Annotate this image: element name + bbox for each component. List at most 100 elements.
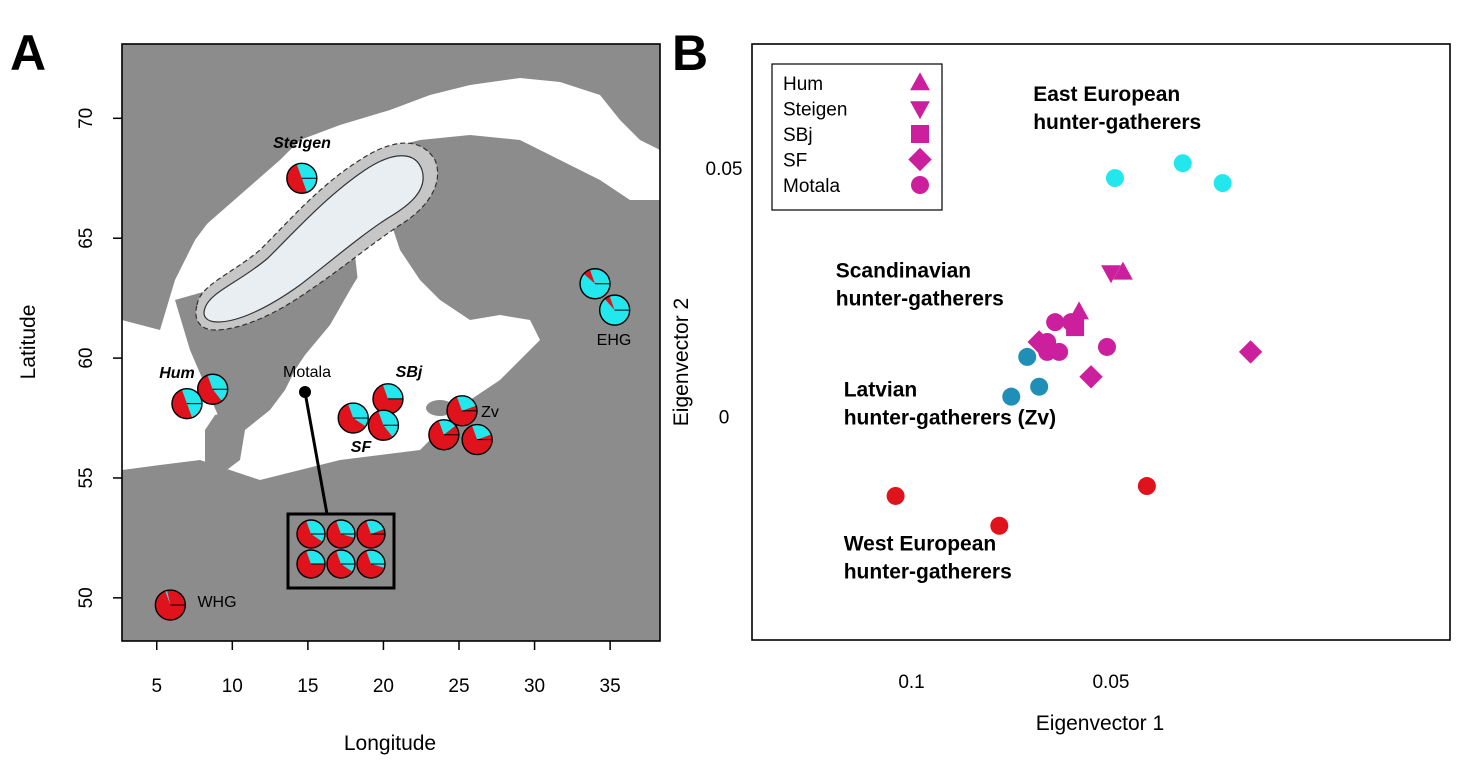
pca-point-whg-circle (886, 486, 905, 505)
pca-point-latvian-circle (1030, 377, 1049, 396)
map-pie (286, 162, 318, 194)
label-steigen: Steigen (273, 135, 331, 152)
inset-pie (296, 549, 326, 579)
pca-ytick-label: 0.05 (706, 159, 743, 180)
map-xtick-label: 5 (151, 676, 162, 697)
map-ytick-label: 55 (76, 467, 97, 488)
pca-xtick-label: 0.05 (1092, 672, 1129, 693)
pca-axes: 0.1 0.05 0 0.05 (706, 159, 1130, 693)
map-xtick-label: 10 (222, 676, 243, 697)
pca-annotation-line: Scandinavian (836, 259, 971, 282)
pie-ehg-slice (165, 590, 171, 606)
pca-annotation: East European hunter-gatherers (1033, 83, 1201, 134)
motala-inset-pies (296, 519, 386, 579)
map-ylabel: Latitude (17, 305, 40, 380)
map-pie (598, 294, 631, 326)
pie-ehg-slice (306, 550, 325, 564)
pca-point-sca-diamond (1079, 365, 1103, 389)
label-motala: Motala (283, 364, 331, 381)
pca-legend: Hum Steigen SBj SF Motala (771, 63, 943, 211)
pca-point-latvian-circle (1002, 387, 1021, 406)
legend-label: SF (783, 151, 807, 172)
map-pie (428, 419, 460, 451)
pca-annotation-line: hunter-gatherers (1033, 111, 1201, 134)
pca-point-ehg-circle (1105, 169, 1124, 188)
panel-b-label: B (672, 25, 708, 81)
label-hum: Hum (159, 365, 195, 382)
legend-marker-circle (911, 176, 929, 194)
pie-outline (286, 162, 318, 194)
pie-outline (326, 519, 356, 549)
legend-label: Steigen (783, 100, 847, 121)
pie-outline (579, 268, 611, 300)
pca-point-whg-circle (990, 516, 1009, 535)
motala-leader-line (303, 391, 329, 515)
pca-point-whg-circle (1137, 477, 1156, 496)
map-xtick-label: 35 (600, 676, 621, 697)
ice-sheet-inner (203, 155, 424, 323)
pie-outline (356, 549, 386, 579)
pca-annotation-line: hunter-gatherers (836, 287, 1004, 310)
pie-outline (356, 519, 386, 549)
pie-outline (461, 423, 493, 456)
pca-point-sca-triangle-up (1113, 261, 1133, 280)
label-sf: SF (351, 439, 373, 456)
pie-outline (337, 402, 369, 434)
pca-xtick-label: 0.1 (898, 672, 924, 693)
map-xlabel: Longitude (344, 732, 436, 755)
pie-ehg-slice (207, 374, 228, 402)
map-pie (367, 409, 400, 441)
pie-outline (154, 589, 187, 621)
pca-annotation: Latvian hunter-gatherers (Zv) (844, 379, 1056, 430)
pie-ehg-slice (348, 403, 369, 427)
inset-pie (356, 549, 386, 579)
map-pie (461, 423, 493, 456)
pie-ehg-slice (438, 419, 456, 435)
pca-point-latvian-circle (1018, 347, 1037, 366)
pca-point-ehg-circle (1213, 174, 1232, 193)
map-xtick-label: 20 (373, 676, 394, 697)
label-ehg: EHG (597, 332, 632, 349)
pca-annotation: West European hunter-gatherers (844, 533, 1012, 584)
pie-outline (598, 294, 631, 326)
pca-point-sca-diamond (1238, 340, 1263, 364)
map-pie (171, 387, 203, 420)
pca-annotation-line: hunter-gatherers (844, 561, 1012, 584)
map-pie (446, 395, 478, 427)
map-pie (372, 383, 404, 415)
map-frame (121, 43, 661, 642)
map-ytick-label: 65 (76, 228, 97, 249)
pca-ylabel: Eigenvector 2 (670, 298, 693, 426)
map-pie (196, 373, 229, 405)
pie-ehg-slice (382, 383, 403, 399)
legend-label: Motala (783, 176, 840, 197)
pie-ehg-slice (306, 519, 326, 542)
map-ytick-label: 60 (76, 348, 97, 369)
map-pie (154, 589, 187, 621)
inset-pie (296, 519, 326, 549)
pie-outline (326, 549, 356, 579)
pie-ehg-slice (378, 410, 399, 438)
label-whg: WHG (197, 594, 236, 611)
pie-ehg-slice (336, 549, 356, 572)
pca-annotation-line: West European (844, 533, 996, 556)
pie-outline (296, 519, 326, 549)
map-axes: 5 10 15 20 25 30 35 50 55 60 65 70 (76, 108, 621, 697)
legend-marker-triangle-up (910, 72, 930, 91)
pca-annotation-line: East European (1033, 83, 1180, 106)
pie-outline (196, 373, 229, 405)
map-ytick-label: 70 (76, 108, 97, 129)
label-zv: Zv (481, 404, 499, 421)
pca-point-sca-circle (1046, 313, 1065, 332)
pca-point-ehg-circle (1173, 154, 1192, 173)
pie-outline (446, 395, 478, 427)
map-panel: 5 10 15 20 25 30 35 50 55 60 65 70 Longitude Latitu… (17, 43, 661, 755)
inset-pie (356, 519, 386, 549)
pca-annotation: Scandinavian hunter-gatherers (836, 259, 1004, 310)
pie-outline (171, 387, 203, 420)
inset-pie (326, 549, 356, 579)
map-xtick-label: 30 (524, 676, 545, 697)
legend-label: Hum (783, 74, 823, 95)
pca-point-sca-circle (1097, 337, 1116, 356)
